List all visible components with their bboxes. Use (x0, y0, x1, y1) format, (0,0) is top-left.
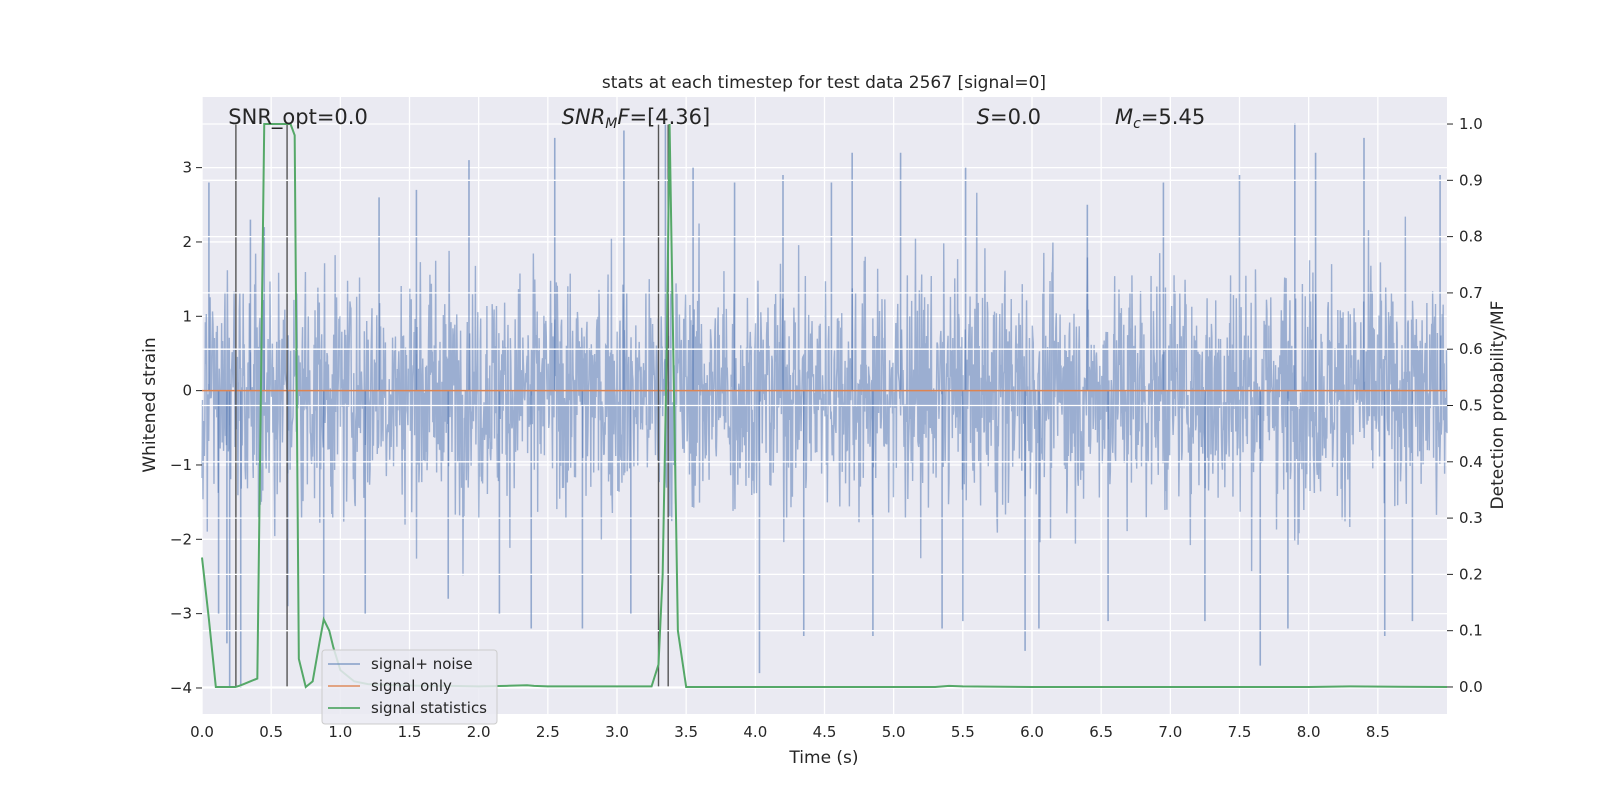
x-tick-label: 2.0 (467, 723, 491, 741)
legend-label-stats: signal statistics (371, 699, 487, 717)
x-tick-labels: 0.0 0.5 1.0 1.5 2.0 2.5 3.0 3.5 4.0 4.5 5.0 5.5 6.0 6… (190, 723, 1390, 741)
x-tick-label: 2.5 (536, 723, 560, 741)
x-tick-label: 3.0 (605, 723, 629, 741)
legend: signal+ noise signal only signal statist… (321, 649, 498, 725)
y2-tick-label: 0.9 (1459, 171, 1483, 189)
y2-axis-label: Detection probability/MF (1488, 301, 1508, 510)
chart-title: stats at each timestep for test data 256… (602, 73, 1046, 93)
y-tick-label: −4 (170, 679, 192, 697)
y-tick-label: 0 (182, 382, 192, 400)
annotation-snr-mf: SNRMF=[4.36] (562, 105, 711, 132)
y2-tick-label: 0.7 (1459, 284, 1483, 302)
x-tick-label: 7.0 (1158, 723, 1182, 741)
y2-tick-label: 0.8 (1459, 228, 1483, 246)
y2-tick-label: 0.2 (1459, 565, 1483, 583)
x-tick-label: 8.5 (1366, 723, 1390, 741)
y2-tick-label: 0.6 (1459, 340, 1483, 358)
x-tick-label: 6.0 (1020, 723, 1044, 741)
y-tick-label: 2 (182, 233, 192, 251)
x-tick-label: 1.5 (398, 723, 422, 741)
y-tick-label: −1 (170, 456, 192, 474)
annotation-s: S=0.0 (977, 105, 1041, 129)
y2-tick-label: 0.3 (1459, 509, 1483, 527)
y-tick-label: −2 (170, 530, 192, 548)
x-tick-label: 7.5 (1228, 723, 1252, 741)
y2-tick-label: 0.0 (1459, 678, 1483, 696)
x-tick-label: 8.0 (1297, 723, 1321, 741)
y-tick-label: 1 (182, 307, 192, 325)
annotation-snr-opt: SNR_opt=0.0 (228, 105, 368, 130)
y-tick-label: −3 (170, 605, 192, 623)
annotation-mc: Mc=5.45 (1115, 105, 1205, 132)
y2-tick-label: 0.4 (1459, 453, 1483, 471)
y-tick-labels: −4 −3 −2 −1 0 1 2 3 (170, 159, 202, 697)
x-tick-label: 4.5 (813, 723, 837, 741)
y2-tick-labels: 0.0 0.1 0.2 0.3 0.4 0.5 0.6 0.7 0.8 0.9 1.0 (1447, 115, 1483, 696)
legend-box (321, 649, 498, 725)
annotations: SNR_opt=0.0 SNRMF=[4.36] S=0.0 Mc=5.45 (228, 105, 1205, 132)
x-tick-label: 6.5 (1089, 723, 1113, 741)
x-tick-label: 0.0 (190, 723, 214, 741)
x-tick-label: 5.0 (882, 723, 906, 741)
legend-label-noise: signal+ noise (371, 655, 473, 673)
x-axis-label: Time (s) (788, 748, 858, 768)
x-tick-label: 0.5 (259, 723, 283, 741)
y2-tick-label: 0.5 (1459, 397, 1483, 415)
y2-tick-label: 1.0 (1459, 115, 1483, 133)
legend-label-signal: signal only (371, 677, 452, 695)
signal-plus-noise-line (201, 192, 1448, 576)
x-tick-label: 4.0 (743, 723, 767, 741)
y-tick-label: 3 (182, 159, 192, 177)
y2-tick-label: 0.1 (1459, 622, 1483, 640)
x-tick-label: 5.5 (951, 723, 975, 741)
y-axis-label: Whitened strain (140, 337, 160, 472)
x-tick-label: 3.5 (674, 723, 698, 741)
x-tick-label: 1.0 (328, 723, 352, 741)
